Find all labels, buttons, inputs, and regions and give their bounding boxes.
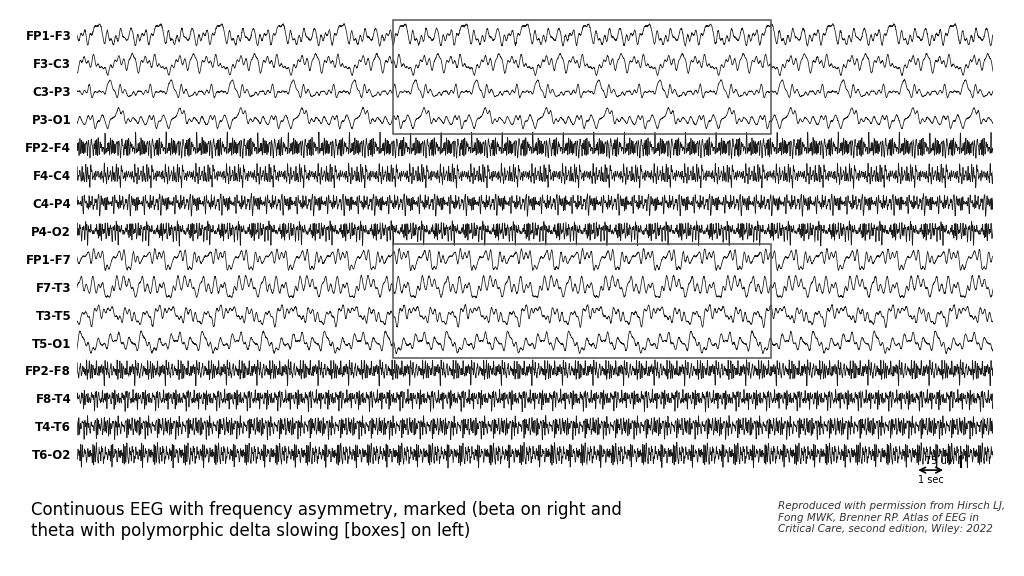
Text: Continuous EEG with frequency asymmetry, marked (beta on right and
theta with po: Continuous EEG with frequency asymmetry,…	[31, 501, 622, 540]
Bar	[393, 244, 771, 358]
Text: 1 sec: 1 sec	[918, 475, 943, 485]
Text: 75 uV: 75 uV	[925, 456, 953, 467]
Bar	[393, 20, 771, 134]
Text: Reproduced with permission from Hirsch LJ,
Fong MWK, Brenner RP. Atlas of EEG in: Reproduced with permission from Hirsch L…	[778, 501, 1006, 535]
